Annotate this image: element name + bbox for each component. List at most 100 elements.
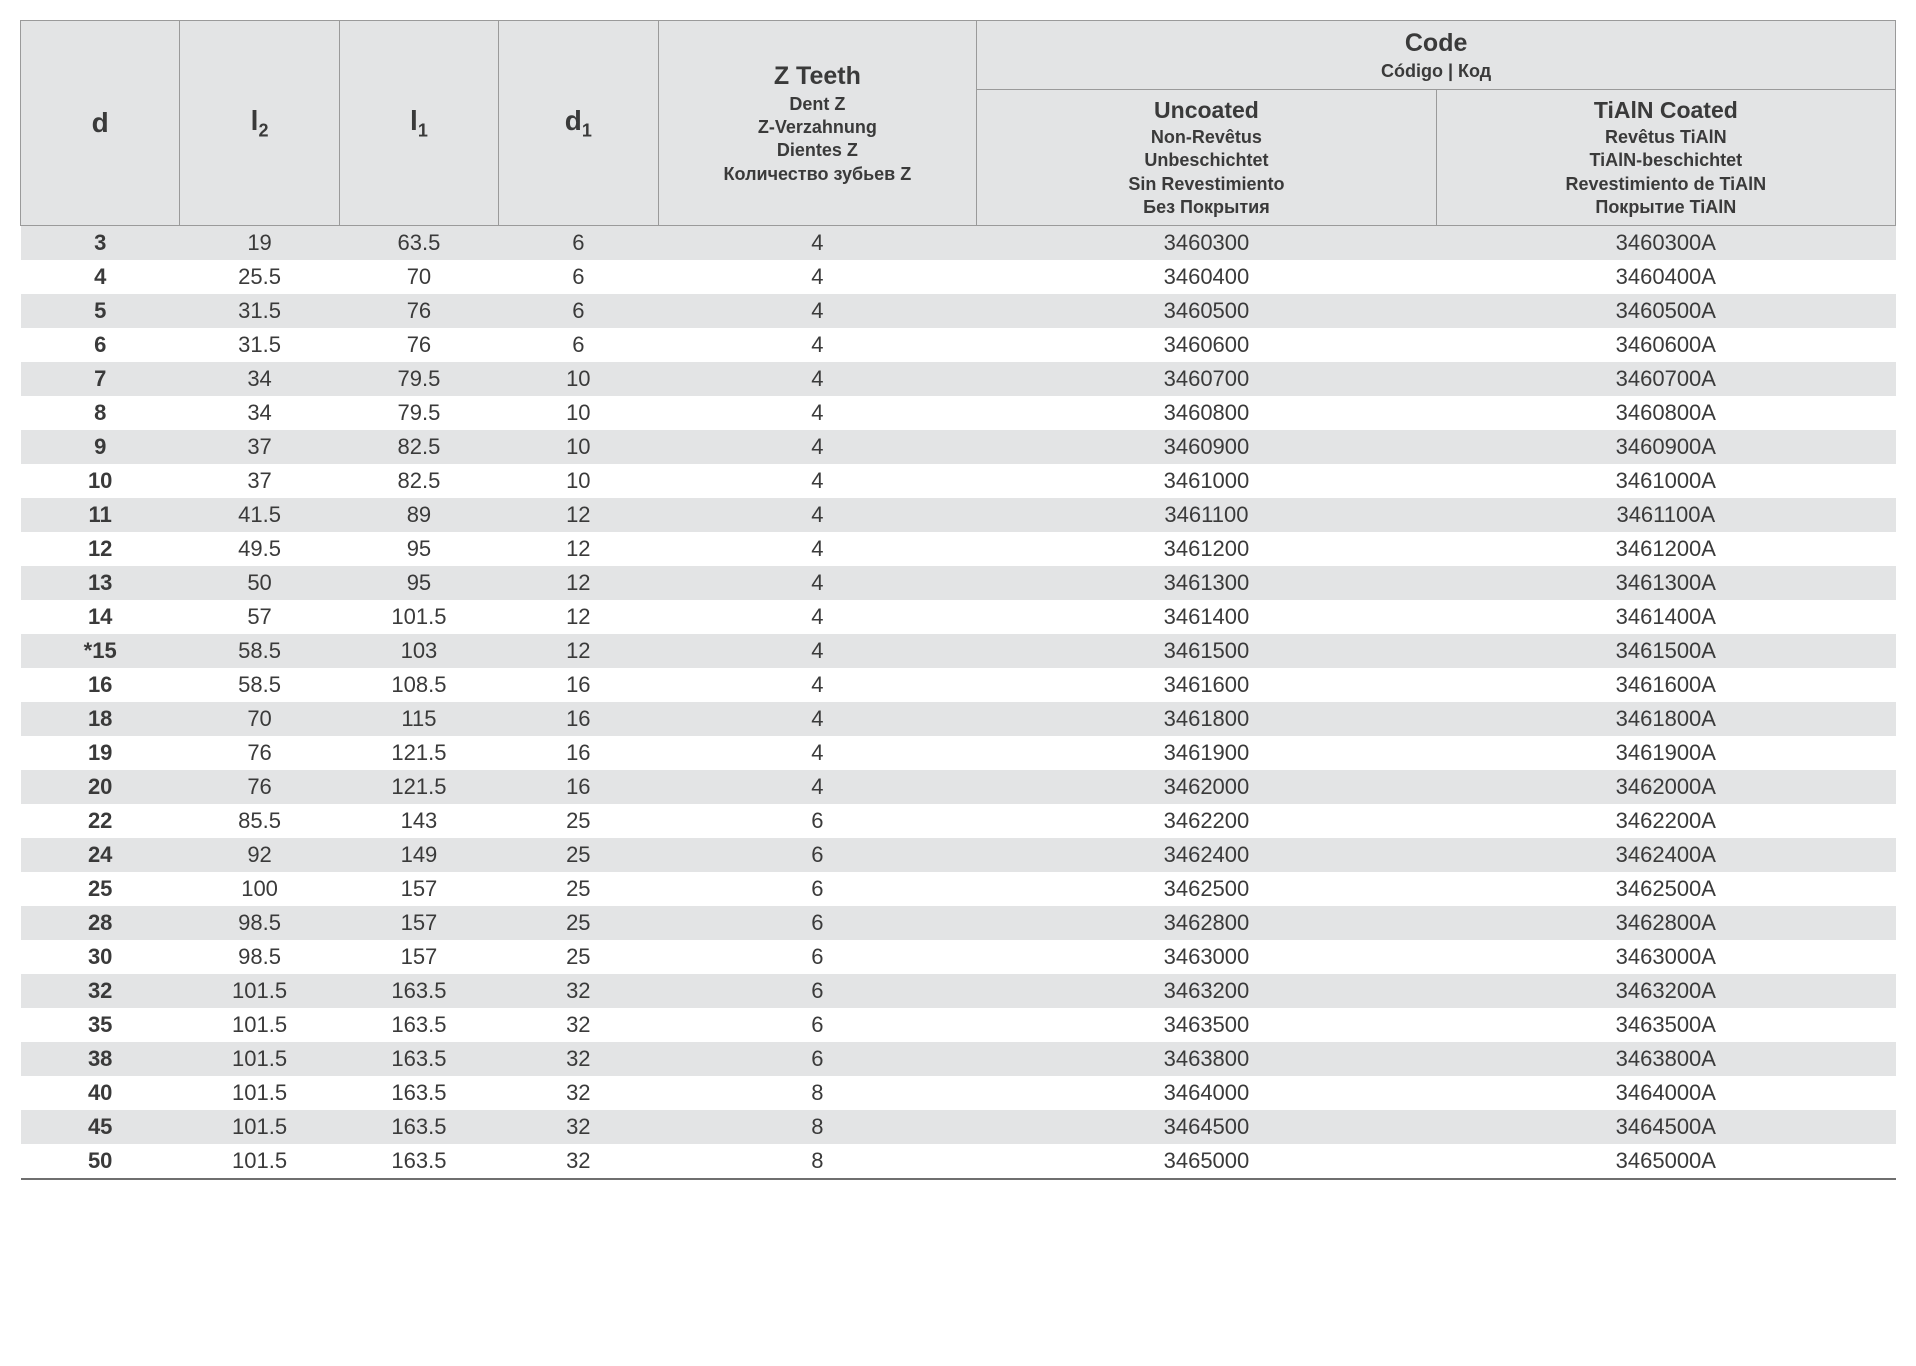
cell-d1: 16 xyxy=(499,770,658,804)
cell-l1: 95 xyxy=(339,566,498,600)
table-row: 73479.510434607003460700A xyxy=(21,362,1896,396)
cell-coated: 3462200A xyxy=(1436,804,1895,838)
cell-z: 6 xyxy=(658,1008,977,1042)
cell-d1: 10 xyxy=(499,430,658,464)
cell-uncoated: 3461300 xyxy=(977,566,1436,600)
cell-l1: 157 xyxy=(339,906,498,940)
cell-d1: 10 xyxy=(499,464,658,498)
cell-l1: 108.5 xyxy=(339,668,498,702)
table-row: 38101.5163.532634638003463800A xyxy=(21,1042,1896,1076)
cell-l1: 121.5 xyxy=(339,770,498,804)
cell-l2: 85.5 xyxy=(180,804,339,838)
cell-z: 4 xyxy=(658,600,977,634)
cell-l2: 37 xyxy=(180,464,339,498)
cell-uncoated: 3460500 xyxy=(977,294,1436,328)
cell-uncoated: 3462200 xyxy=(977,804,1436,838)
table-row: 2510015725634625003462500A xyxy=(21,872,1896,906)
cell-z: 8 xyxy=(658,1076,977,1110)
cell-d: 38 xyxy=(21,1042,180,1076)
table-row: 1141.58912434611003461100A xyxy=(21,498,1896,532)
cell-coated: 3461500A xyxy=(1436,634,1895,668)
cell-d1: 12 xyxy=(499,634,658,668)
cell-z: 6 xyxy=(658,804,977,838)
cell-d1: 10 xyxy=(499,396,658,430)
cell-coated: 3460500A xyxy=(1436,294,1895,328)
cell-uncoated: 3463500 xyxy=(977,1008,1436,1042)
table-row: 3098.515725634630003463000A xyxy=(21,940,1896,974)
cell-coated: 3462800A xyxy=(1436,906,1895,940)
cell-d1: 10 xyxy=(499,362,658,396)
cell-l1: 163.5 xyxy=(339,1008,498,1042)
cell-coated: 3461200A xyxy=(1436,532,1895,566)
cell-l2: 41.5 xyxy=(180,498,339,532)
cell-coated: 3460800A xyxy=(1436,396,1895,430)
cell-z: 6 xyxy=(658,872,977,906)
cell-l2: 98.5 xyxy=(180,940,339,974)
cell-z: 4 xyxy=(658,294,977,328)
cell-l1: 79.5 xyxy=(339,396,498,430)
cell-coated: 3460600A xyxy=(1436,328,1895,362)
cell-z: 4 xyxy=(658,532,977,566)
cell-uncoated: 3463800 xyxy=(977,1042,1436,1076)
cell-uncoated: 3460800 xyxy=(977,396,1436,430)
header-uncoated: Uncoated Non-Revêtus Unbeschichtet Sin R… xyxy=(977,89,1436,225)
cell-coated: 3464500A xyxy=(1436,1110,1895,1144)
cell-d: 5 xyxy=(21,294,180,328)
cell-coated: 3461400A xyxy=(1436,600,1895,634)
cell-l1: 157 xyxy=(339,872,498,906)
cell-l2: 31.5 xyxy=(180,328,339,362)
cell-l1: 115 xyxy=(339,702,498,736)
cell-d: 14 xyxy=(21,600,180,634)
cell-z: 6 xyxy=(658,838,977,872)
cell-d1: 25 xyxy=(499,872,658,906)
cell-d: 12 xyxy=(21,532,180,566)
cell-coated: 3463800A xyxy=(1436,1042,1895,1076)
table-row: 2285.514325634622003462200A xyxy=(21,804,1896,838)
cell-l2: 25.5 xyxy=(180,260,339,294)
cell-uncoated: 3460900 xyxy=(977,430,1436,464)
cell-l2: 49.5 xyxy=(180,532,339,566)
header-d1: d1 xyxy=(499,21,658,226)
table-row: 1249.59512434612003461200A xyxy=(21,532,1896,566)
header-l2: l2 xyxy=(180,21,339,226)
cell-coated: 3463200A xyxy=(1436,974,1895,1008)
cell-d1: 6 xyxy=(499,226,658,261)
cell-l2: 58.5 xyxy=(180,668,339,702)
cell-z: 4 xyxy=(658,736,977,770)
table-row: 103782.510434610003461000A xyxy=(21,464,1896,498)
table-body: 31963.56434603003460300A425.570643460400… xyxy=(21,226,1896,1180)
cell-coated: 3462400A xyxy=(1436,838,1895,872)
cell-d: 25 xyxy=(21,872,180,906)
cell-d: 20 xyxy=(21,770,180,804)
cell-l1: 89 xyxy=(339,498,498,532)
cell-d1: 25 xyxy=(499,804,658,838)
cell-uncoated: 3460300 xyxy=(977,226,1436,261)
table-row: 187011516434618003461800A xyxy=(21,702,1896,736)
spec-table: d l2 l1 d1 Z Teeth Dent Z Z-Verzahnung D… xyxy=(20,20,1896,1180)
cell-d: 10 xyxy=(21,464,180,498)
cell-l1: 163.5 xyxy=(339,1144,498,1179)
cell-uncoated: 3461400 xyxy=(977,600,1436,634)
cell-coated: 3464000A xyxy=(1436,1076,1895,1110)
cell-d1: 32 xyxy=(499,1042,658,1076)
cell-d: 30 xyxy=(21,940,180,974)
cell-uncoated: 3460600 xyxy=(977,328,1436,362)
cell-uncoated: 3465000 xyxy=(977,1144,1436,1179)
cell-d: 9 xyxy=(21,430,180,464)
cell-l2: 34 xyxy=(180,362,339,396)
cell-coated: 3461300A xyxy=(1436,566,1895,600)
cell-z: 4 xyxy=(658,260,977,294)
cell-l2: 50 xyxy=(180,566,339,600)
cell-uncoated: 3461900 xyxy=(977,736,1436,770)
cell-l2: 98.5 xyxy=(180,906,339,940)
cell-d: 22 xyxy=(21,804,180,838)
cell-uncoated: 3462800 xyxy=(977,906,1436,940)
cell-l2: 76 xyxy=(180,770,339,804)
cell-z: 4 xyxy=(658,464,977,498)
cell-d1: 32 xyxy=(499,1110,658,1144)
cell-l2: 76 xyxy=(180,736,339,770)
cell-d: 6 xyxy=(21,328,180,362)
header-z-teeth: Z Teeth Dent Z Z-Verzahnung Dientes Z Ко… xyxy=(658,21,977,226)
cell-l2: 57 xyxy=(180,600,339,634)
cell-d1: 32 xyxy=(499,974,658,1008)
